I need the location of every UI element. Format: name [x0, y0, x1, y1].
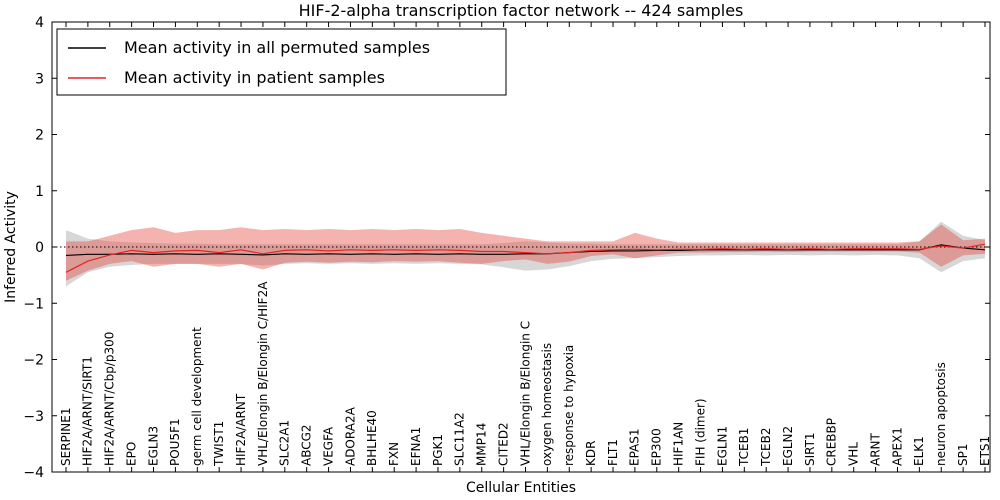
y-tick-label: −1: [23, 296, 44, 312]
x-tick-label: SLC11A2: [453, 412, 467, 466]
x-tick-label: HIF1AN: [672, 422, 686, 466]
x-tick-label: EGLN2: [781, 426, 795, 466]
y-tick-label: 1: [35, 184, 44, 200]
x-tick-label: PGK1: [431, 434, 445, 466]
x-tick-label: EP300: [650, 428, 664, 466]
x-tick-label: response to hypoxia: [562, 345, 576, 466]
y-tick-label: −4: [23, 465, 44, 481]
legend: Mean activity in all permuted samples Me…: [56, 28, 507, 96]
x-tick-label: germ cell development: [190, 327, 204, 466]
x-tick-label: ETS1: [978, 436, 992, 466]
x-tick-label: oxygen homeostasis: [540, 343, 554, 466]
x-tick-label: APEX1: [890, 427, 904, 466]
x-tick-label: TCEB1: [737, 428, 751, 467]
x-tick-label: HIF2A/ARNT/SIRT1: [81, 356, 95, 466]
x-tick-label: KDR: [584, 441, 598, 466]
x-tick-label: VEGFA: [321, 426, 335, 466]
legend-box: [56, 28, 507, 96]
x-tick-label: SLC2A1: [278, 420, 292, 466]
x-tick-label: VHL: [847, 442, 861, 466]
x-tick-label: SP1: [956, 444, 970, 467]
x-tick-label: EFNA1: [409, 427, 423, 466]
y-tick-label: 4: [35, 15, 44, 31]
x-tick-label: EGLN3: [146, 426, 160, 466]
x-tick-label: SERPINE1: [59, 407, 73, 466]
x-tick-label: HIF2A/ARNT: [234, 393, 248, 466]
y-tick-label: −3: [23, 409, 44, 425]
series-lines: [52, 243, 990, 273]
x-tick-label: SIRT1: [803, 432, 817, 466]
patient-mean-line: [65, 243, 986, 273]
x-tick-label: MMP14: [475, 423, 489, 466]
x-tick-label: VHL/Elongin B/Elongin C: [518, 321, 532, 466]
x-tick-label: EPAS1: [628, 428, 642, 466]
legend-label-permuted: Mean activity in all permuted samples: [124, 38, 430, 57]
y-tick-label: 0: [35, 240, 44, 256]
x-tick-label: ADORA2A: [343, 406, 357, 466]
x-tick-label: FLT1: [606, 439, 620, 466]
x-tick-label: VHL/Elongin B/Elongin C/HIF2A: [256, 281, 270, 466]
x-axis-label: Cellular Entities: [466, 480, 576, 496]
x-tick-label: FIH (dimer): [693, 398, 707, 466]
x-tick-label: neuron apoptosis: [934, 362, 948, 466]
x-tick-label: EPO: [124, 442, 138, 466]
x-tick-label: HIF2A/ARNT/Cbp/p300: [103, 332, 117, 466]
x-tick-label: TWIST1: [212, 421, 226, 467]
legend-label-patient: Mean activity in patient samples: [124, 68, 385, 87]
y-axis-label: Inferred Activity: [3, 191, 19, 303]
axes: 4 3 2 1 0 −1 −2 −3 −4 SERPINE1 HIF2A/ARNT/SIRT1 HIF…: [23, 15, 991, 481]
chart-title: HIF-2-alpha transcription factor network…: [299, 1, 744, 20]
x-tick-label: ARNT: [868, 432, 882, 466]
y-tick-label: 2: [35, 128, 44, 144]
x-tick-label: ELK1: [912, 436, 926, 466]
x-tick-label: TCEB2: [759, 428, 773, 467]
x-tick-label: BHLHE40: [365, 410, 379, 466]
x-tick-label: ABCG2: [300, 424, 314, 466]
x-tick-label: FXN: [387, 442, 401, 466]
x-tick-label: CREBBP: [825, 418, 839, 466]
y-tick-label: 3: [35, 71, 44, 87]
y-tick-label: −2: [23, 353, 44, 369]
x-tick-label: CITED2: [496, 422, 510, 466]
x-tick-label: POU5F1: [168, 418, 182, 466]
x-tick-label: EGLN1: [715, 426, 729, 466]
